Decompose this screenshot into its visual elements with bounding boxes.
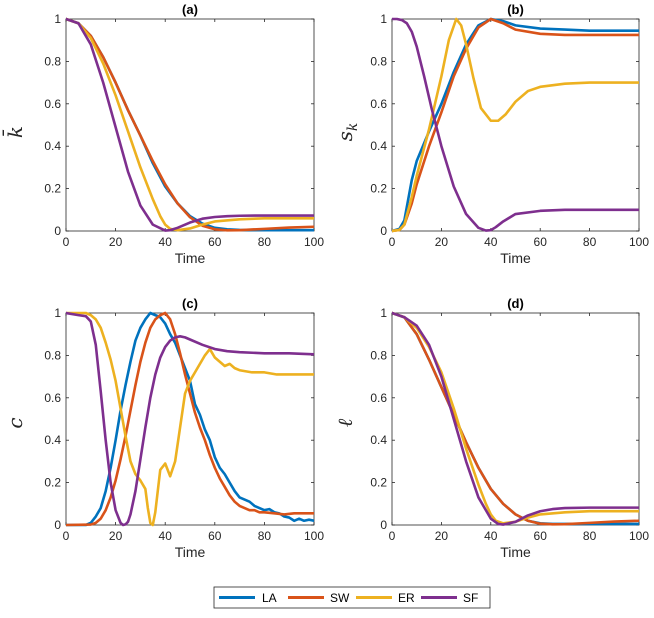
panel-d: 0 20 40 60 80 100 0 0.2 0.4 0.6 0.8 1 (d) Time ℓ: [333, 296, 649, 560]
x-tick-label: 20: [109, 235, 123, 249]
x-tick-label: 100: [629, 235, 649, 249]
y-tick-label: 0.8: [44, 54, 61, 68]
x-tick-label: 40: [159, 235, 173, 249]
x-tick-label: 40: [159, 529, 173, 543]
series-line-er: [66, 311, 314, 527]
y-tick-label: 0.4: [370, 433, 387, 447]
y-tick-label: 1: [380, 12, 387, 26]
legend-label-la: LA: [262, 591, 277, 605]
y-tick-label: 0: [54, 224, 61, 238]
y-tick-label: 0.8: [44, 348, 61, 362]
x-tick-label: 60: [534, 529, 548, 543]
y-axis-label: c: [3, 417, 27, 428]
y-axis-label: ℓ: [333, 418, 357, 427]
y-tick-label: 0.2: [44, 476, 61, 490]
y-tick-label: 0.6: [44, 97, 61, 111]
series-line-sw: [392, 17, 639, 233]
panel-c: 0 20 40 60 80 100 0 0.2 0.4 0.6 0.8 1 (c) Time c: [3, 296, 324, 560]
y-tick-label: 0.6: [44, 391, 61, 405]
y-tick-label: 0.6: [370, 391, 387, 405]
x-tick-label: 0: [389, 235, 396, 249]
y-tick-label: 0.2: [44, 182, 61, 196]
legend-box: [213, 586, 491, 609]
series-line-sf: [66, 311, 314, 527]
x-tick-label: 60: [208, 235, 222, 249]
x-axis-label: Time: [175, 250, 206, 266]
x-axis-label: Time: [175, 544, 206, 560]
y-axis-label: k̄: [2, 126, 27, 138]
x-tick-label: 100: [304, 529, 324, 543]
x-tick-label: 60: [208, 529, 222, 543]
x-tick-label: 80: [583, 235, 597, 249]
x-tick-label: 0: [389, 529, 396, 543]
x-tick-label: 20: [435, 529, 449, 543]
x-tick-label: 0: [63, 235, 70, 249]
x-axis-label: Time: [500, 250, 531, 266]
y-tick-label: 0.4: [370, 139, 387, 153]
x-tick-label: 40: [484, 235, 498, 249]
series-line-sf: [392, 311, 639, 526]
series-line-er: [392, 17, 639, 233]
y-axis-label: sk: [333, 123, 361, 142]
x-tick-label: 100: [629, 529, 649, 543]
x-tick-label: 0: [63, 529, 70, 543]
y-tick-label: 0.8: [370, 348, 387, 362]
y-axis-label-subscript: k: [345, 123, 361, 131]
x-axis-label: Time: [500, 544, 531, 560]
series-line-sf: [392, 17, 639, 232]
series-line-sw: [392, 311, 639, 526]
y-tick-label: 0.8: [370, 54, 387, 68]
panel-b: 0 20 40 60 80 100 0 0.2 0.4 0.6 0.8 1 (b) Time sk: [333, 2, 649, 266]
x-tick-label: 20: [435, 235, 449, 249]
y-tick-label: 0.2: [370, 476, 387, 490]
series-line-sf: [66, 17, 314, 232]
x-tick-label: 20: [109, 529, 123, 543]
y-tick-label: 1: [54, 12, 61, 26]
series-line-er: [66, 17, 314, 232]
legend-label-sf: SF: [463, 591, 478, 605]
legend-label-er: ER: [398, 591, 415, 605]
y-tick-label: 1: [54, 306, 61, 320]
y-tick-label: 0: [380, 518, 387, 532]
x-tick-label: 100: [304, 235, 324, 249]
plot-area: [65, 18, 315, 232]
plot-area: [391, 312, 640, 526]
x-tick-label: 80: [583, 529, 597, 543]
panel-title: (d): [507, 296, 524, 311]
series-line-la: [392, 17, 639, 233]
y-tick-label: 0.6: [370, 97, 387, 111]
panel-title: (b): [507, 2, 524, 17]
panel-a: 0 20 40 60 80 100 0 0.2 0.4 0.6 0.8 1 (a) Time k̄: [2, 2, 325, 266]
legend-label-sw: SW: [330, 591, 350, 605]
y-tick-label: 1: [380, 306, 387, 320]
y-tick-label: 0: [54, 518, 61, 532]
x-tick-label: 60: [534, 235, 548, 249]
y-tick-label: 0.4: [44, 139, 61, 153]
legend: LA SW ER SF: [213, 586, 491, 609]
y-tick-label: 0: [380, 224, 387, 238]
x-tick-label: 40: [484, 529, 498, 543]
panel-title: (c): [182, 296, 198, 311]
series-line-sw: [66, 17, 314, 232]
panel-title: (a): [182, 2, 198, 17]
y-tick-label: 0.2: [370, 182, 387, 196]
x-tick-label: 80: [258, 235, 272, 249]
y-tick-label: 0.4: [44, 433, 61, 447]
x-tick-label: 80: [258, 529, 272, 543]
